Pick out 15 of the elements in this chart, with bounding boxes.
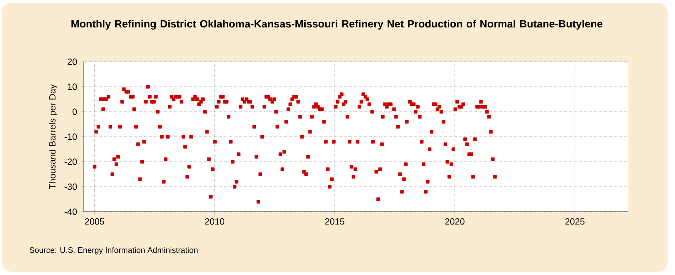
x-tick-label: 2010: [205, 218, 225, 225]
y-tick-label: -20: [64, 158, 78, 166]
y-tick-label: 0: [72, 108, 78, 116]
x-tick-label: 2025: [566, 218, 585, 225]
y-tick-label: -40: [64, 208, 78, 216]
y-axis-title: Thousand Barrels per Day: [49, 84, 58, 190]
y-tick-label: 20: [68, 58, 78, 66]
x-tick-label: 2015: [325, 218, 345, 225]
source-note: Source: U.S. Energy Information Administration: [30, 247, 198, 255]
chart-title: Monthly Refining District Oklahoma-Kansas-Missouri Refinery Net Production of Normal Butane-Butylene: [72, 20, 603, 30]
y-tick-label: -10: [64, 134, 78, 140]
x-tick-label: 2005: [85, 218, 104, 225]
x-tick-label: 2020: [446, 218, 465, 225]
y-tick-label: 10: [68, 84, 78, 90]
y-tick-label: -30: [64, 184, 78, 190]
